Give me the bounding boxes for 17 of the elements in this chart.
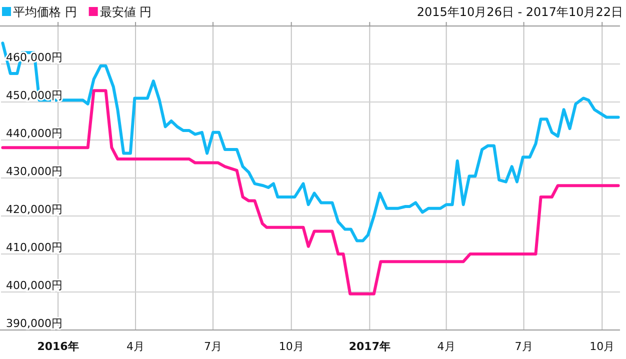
y-tick-label: 390,000円	[6, 317, 62, 330]
y-tick-label: 430,000円	[6, 165, 62, 178]
legend-label: 最安値 円	[100, 5, 152, 19]
x-tick-label: 7月	[204, 340, 222, 353]
x-tick-label: 4月	[126, 340, 145, 353]
y-tick-label: 420,000円	[6, 203, 62, 216]
chart-subtitle: 2015年10月26日 - 2017年10月22日	[416, 5, 623, 19]
y-tick-label: 410,000円	[6, 241, 62, 254]
x-tick-label: 4月	[437, 340, 456, 353]
x-tick-label: 2016年	[37, 340, 79, 353]
x-tick-label: 2017年	[348, 340, 390, 353]
y-tick-label: 440,000円	[6, 127, 62, 140]
x-tick-label: 7月	[514, 340, 533, 353]
x-tick-label: 10月	[590, 340, 615, 353]
y-tick-label: 400,000円	[6, 279, 62, 292]
x-tick-label: 10月	[278, 340, 304, 353]
legend-label: 平均価格 円	[13, 5, 77, 19]
